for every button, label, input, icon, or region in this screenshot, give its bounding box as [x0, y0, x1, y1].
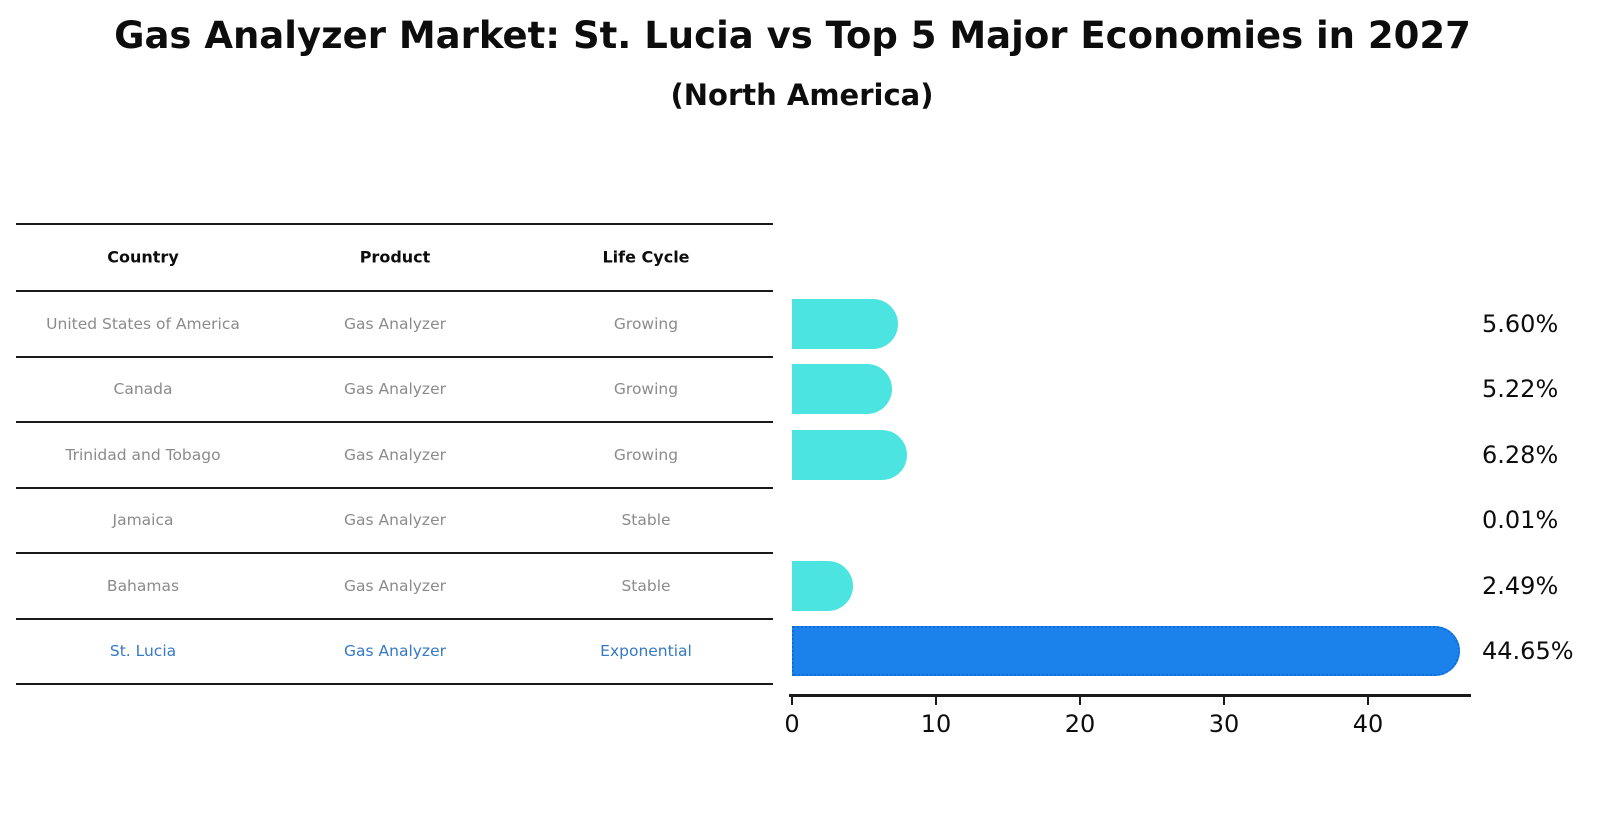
- value-label: 2.49%: [1482, 571, 1559, 600]
- value-label: 0.01%: [1482, 506, 1559, 535]
- table-divider: [16, 223, 773, 225]
- cell-country: St. Lucia: [109, 642, 177, 661]
- x-axis-tick: [935, 696, 937, 705]
- cell-country: Trinidad and Tobago: [65, 445, 221, 464]
- x-axis-tick: [791, 696, 793, 705]
- chart-subtitle: (North America): [670, 78, 934, 112]
- x-axis-tick: [1367, 696, 1369, 705]
- cell-product: Gas Analyzer: [344, 642, 446, 661]
- cell-country: Canada: [113, 380, 173, 399]
- bar-item: [792, 298, 898, 349]
- value-label: 6.28%: [1482, 440, 1559, 469]
- x-axis-tick-label: 30: [1208, 710, 1240, 738]
- value-label: 5.60%: [1482, 309, 1559, 338]
- column-header-life-cycle: Life Cycle: [602, 247, 690, 267]
- cell-life-cycle: Growing: [613, 445, 679, 464]
- x-axis-tick-label: 20: [1064, 710, 1096, 738]
- cell-country: Jamaica: [112, 511, 174, 530]
- table-divider: [16, 290, 773, 292]
- cell-product: Gas Analyzer: [344, 576, 446, 595]
- table-divider: [16, 486, 773, 489]
- chart-title: Gas Analyzer Market: St. Lucia vs Top 5 …: [114, 14, 1471, 57]
- table-divider: [16, 683, 773, 685]
- cell-country: Bahamas: [106, 576, 180, 595]
- value-label: 5.22%: [1482, 375, 1559, 404]
- cell-product: Gas Analyzer: [344, 511, 446, 530]
- bar-highlight: [792, 626, 1460, 677]
- cell-product: Gas Analyzer: [344, 445, 446, 464]
- bar-item: [792, 560, 853, 611]
- table-divider: [16, 421, 773, 423]
- cell-life-cycle: Growing: [613, 314, 679, 333]
- column-header-product: Product: [359, 247, 431, 267]
- cell-life-cycle: Exponential: [600, 642, 692, 661]
- x-axis-line: [789, 694, 1471, 697]
- x-axis-tick-label: 40: [1352, 710, 1384, 738]
- bar-item: [792, 364, 893, 415]
- bar-item: [792, 429, 908, 480]
- x-axis-tick-label: 10: [920, 710, 952, 738]
- x-axis-tick: [1223, 696, 1225, 705]
- x-axis-tick-label: 0: [784, 710, 800, 738]
- column-header-country: Country: [107, 247, 179, 267]
- table-divider: [16, 355, 773, 358]
- cell-life-cycle: Stable: [621, 576, 671, 595]
- x-axis-tick: [1079, 696, 1081, 705]
- cell-product: Gas Analyzer: [344, 314, 446, 333]
- value-label: 44.65%: [1482, 637, 1574, 666]
- cell-country: United States of America: [46, 314, 240, 333]
- table-divider: [16, 617, 773, 620]
- cell-life-cycle: Growing: [613, 380, 679, 399]
- table-divider: [16, 552, 773, 554]
- cell-life-cycle: Stable: [621, 511, 671, 530]
- cell-product: Gas Analyzer: [344, 380, 446, 399]
